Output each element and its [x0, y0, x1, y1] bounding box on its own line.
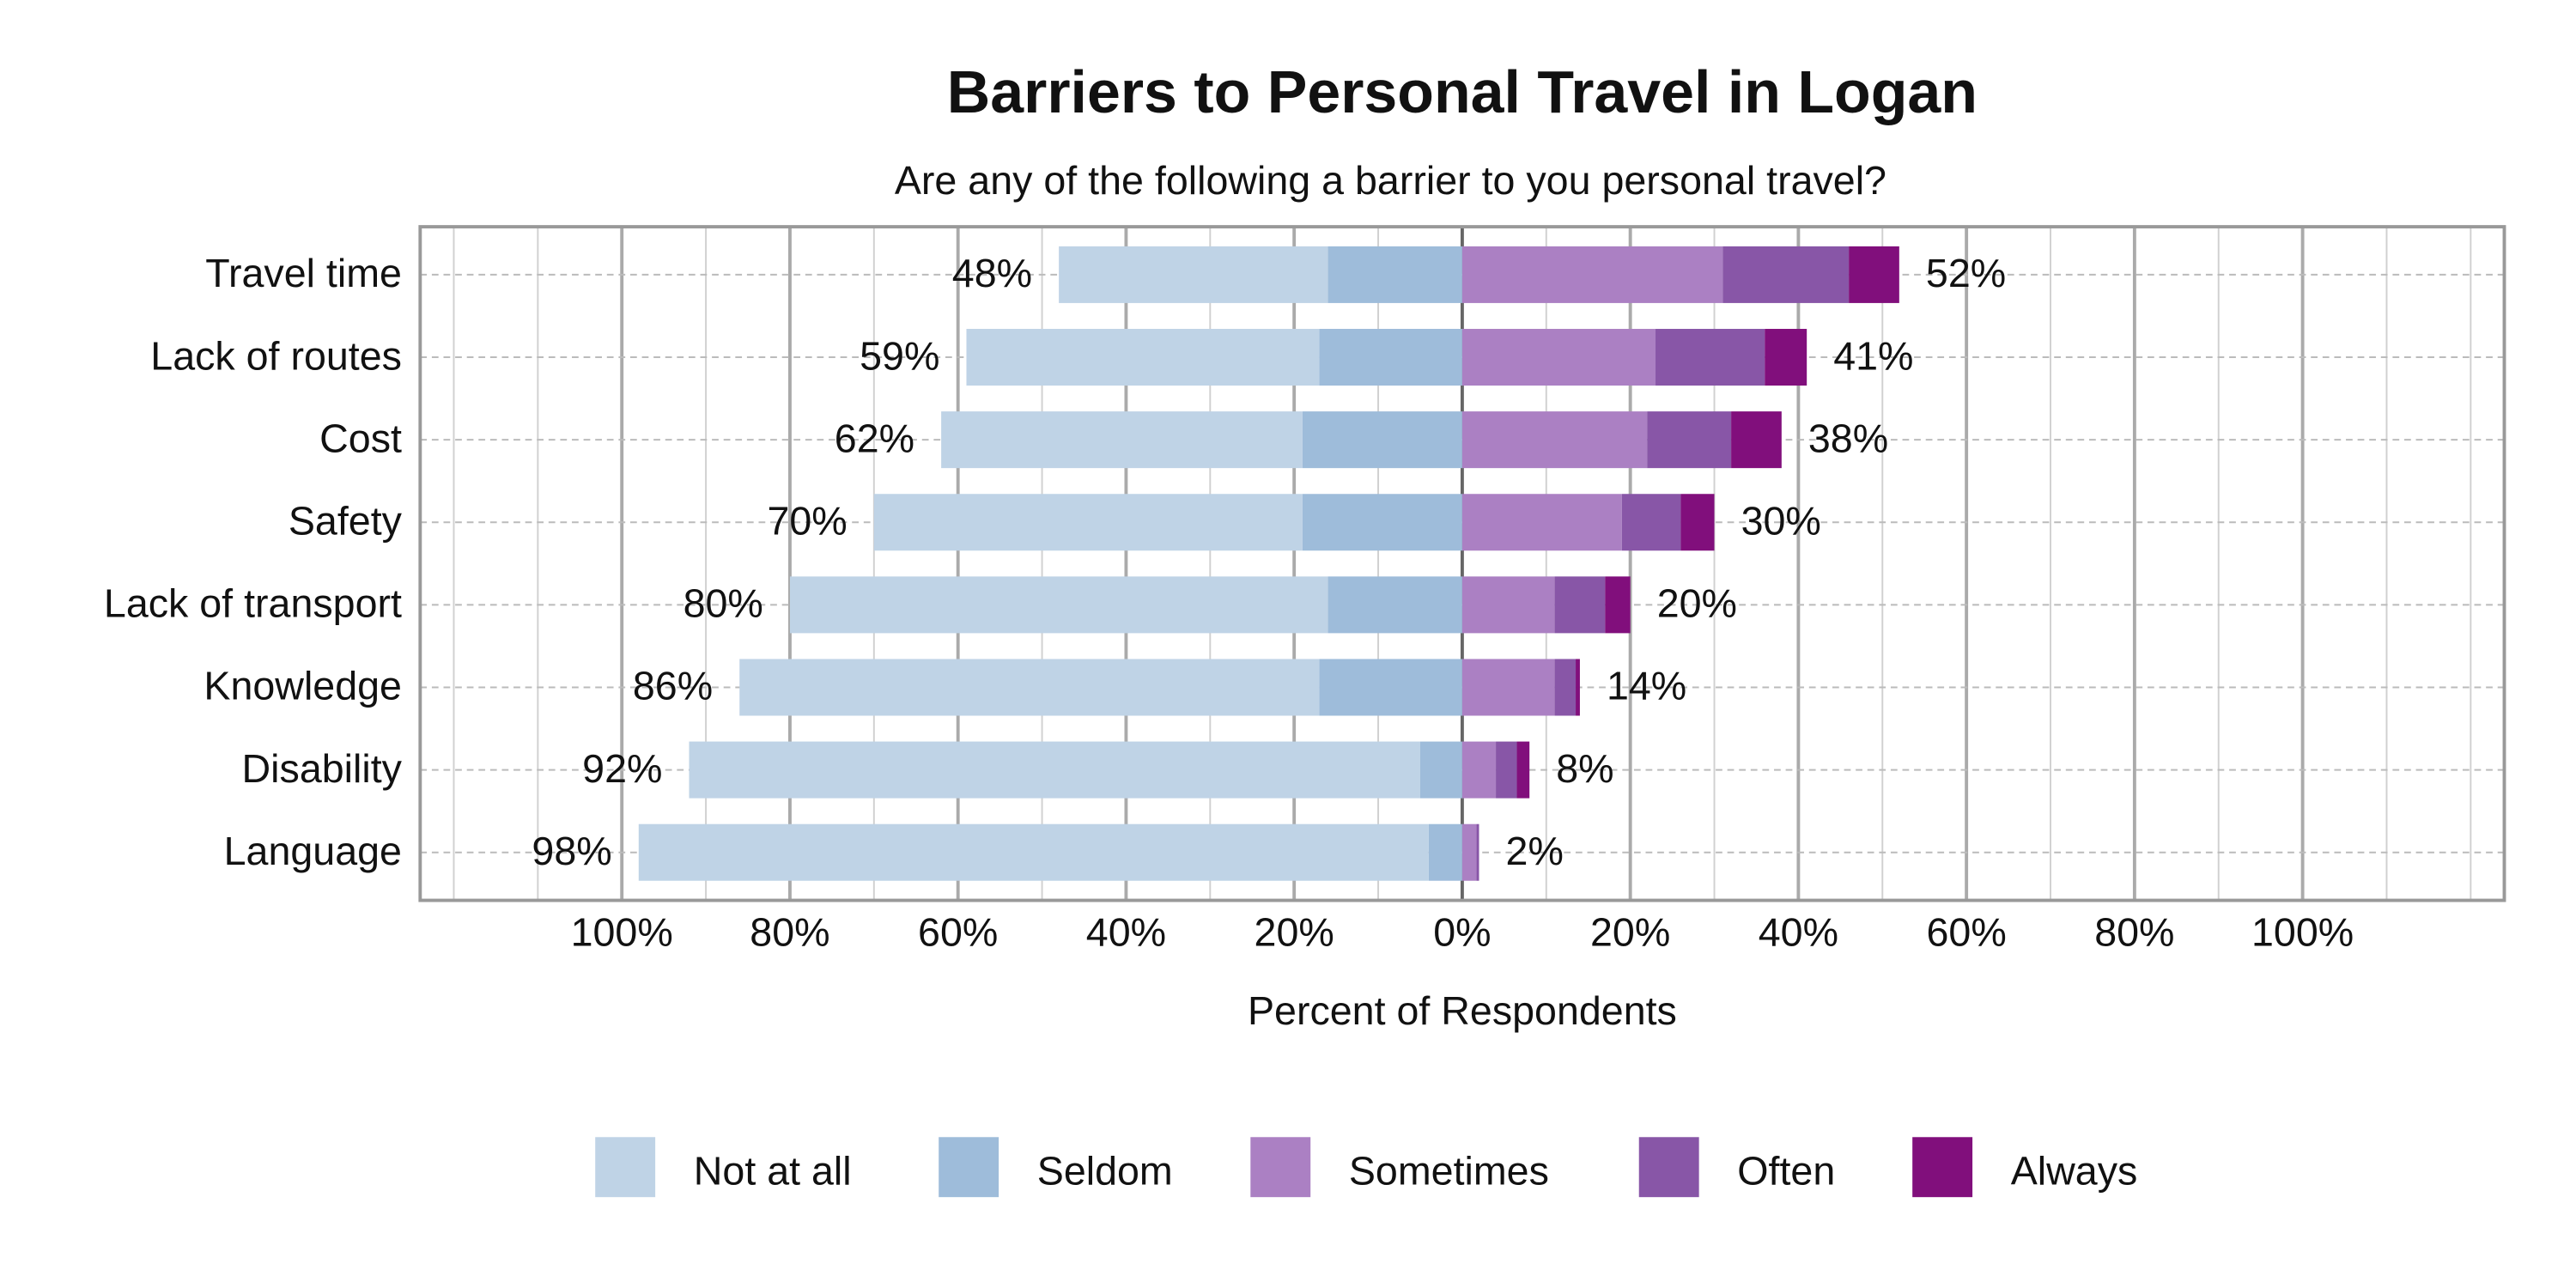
x-tick-label: 80%: [750, 910, 829, 955]
total-label: 41%: [1833, 333, 1913, 378]
bar-segment: [1516, 741, 1530, 799]
total-label: 59%: [860, 333, 939, 378]
bar-segment: [1605, 576, 1631, 634]
bar-segment: [1302, 411, 1462, 469]
bar-segment: [1554, 659, 1577, 716]
x-tick-label: 80%: [2094, 910, 2174, 955]
x-tick-label: 100%: [2251, 910, 2354, 955]
bar-segment: [1656, 329, 1765, 386]
x-tick-label: 20%: [1590, 910, 1670, 955]
total-label: 48%: [952, 251, 1032, 295]
x-axis-label: Percent of Respondents: [1248, 988, 1677, 1033]
category-label: Language: [224, 829, 402, 873]
legend-swatch: [1912, 1137, 1973, 1198]
bar-segment: [1302, 494, 1462, 551]
category-label: Knowledge: [204, 664, 402, 708]
category-label: Lack of transport: [104, 581, 402, 626]
legend-label: Often: [1737, 1148, 1835, 1193]
bar-segment: [1327, 246, 1462, 303]
bar-segment: [1647, 411, 1732, 469]
x-tick-label: 100%: [571, 910, 673, 955]
bar-segment: [1722, 246, 1850, 303]
legend-label: Seldom: [1037, 1148, 1173, 1193]
x-tick-label: 20%: [1255, 910, 1334, 955]
bar-segment: [1059, 246, 1328, 303]
bar-segment: [1419, 741, 1462, 799]
total-label: 14%: [1607, 664, 1686, 708]
bar-segment: [689, 741, 1420, 799]
total-label: 30%: [1741, 499, 1821, 544]
legend-swatch: [1638, 1137, 1699, 1198]
bar-segment: [1461, 494, 1622, 551]
x-tick-label: 40%: [1086, 910, 1166, 955]
bar-segment: [1461, 823, 1477, 881]
bar-segment: [1576, 659, 1580, 716]
bar-segment: [1461, 659, 1555, 716]
total-label: 80%: [683, 581, 763, 626]
bar-segment: [1461, 576, 1555, 634]
total-label: 98%: [532, 829, 611, 873]
bar-segment: [1319, 329, 1462, 386]
total-label: 62%: [835, 416, 914, 460]
legend-label: Not at all: [694, 1148, 852, 1193]
bar-segment: [1461, 329, 1656, 386]
x-tick-label: 60%: [1927, 910, 2007, 955]
bar-segment: [1765, 329, 1807, 386]
bar-segment: [941, 411, 1303, 469]
bar-segment: [873, 494, 1303, 551]
chart-title: Barriers to Personal Travel in Logan: [947, 58, 1978, 125]
bar-segment: [638, 823, 1429, 881]
legend-swatch: [939, 1137, 999, 1198]
bar-segment: [1327, 576, 1462, 634]
bar-segment: [1621, 494, 1681, 551]
x-tick-label: 0%: [1433, 910, 1491, 955]
category-label: Travel time: [205, 251, 402, 295]
plot-border: [418, 225, 2506, 902]
total-label: 2%: [1506, 829, 1564, 873]
legend-label: Always: [2011, 1148, 2138, 1193]
legend-swatch: [595, 1137, 656, 1198]
bar-segment: [1849, 246, 1899, 303]
bar-segment: [1461, 411, 1648, 469]
total-label: 38%: [1808, 416, 1888, 460]
bar-segment: [1680, 494, 1715, 551]
bar-segment: [1476, 823, 1479, 881]
total-label: 70%: [767, 499, 847, 544]
bar-segment: [1731, 411, 1782, 469]
bar-segment: [1461, 246, 1723, 303]
total-label: 52%: [1926, 251, 2006, 295]
bar-segment: [1554, 576, 1606, 634]
category-label: Safety: [289, 499, 403, 544]
bar-segment: [789, 576, 1328, 634]
legend-label: Sometimes: [1349, 1148, 1549, 1193]
bar-segment: [1461, 741, 1497, 799]
total-label: 20%: [1657, 581, 1737, 626]
bar-segment: [1428, 823, 1462, 881]
category-label: Lack of routes: [150, 333, 402, 378]
category-label: Disability: [242, 746, 403, 791]
x-tick-label: 40%: [1759, 910, 1838, 955]
total-label: 92%: [582, 746, 662, 791]
total-label: 8%: [1556, 746, 1613, 791]
chart-subtitle: Are any of the following a barrier to yo…: [895, 158, 1886, 203]
category-label: Cost: [319, 416, 402, 460]
bar-segment: [1496, 741, 1517, 799]
total-label: 86%: [633, 664, 713, 708]
bar-segment: [966, 329, 1320, 386]
x-tick-label: 60%: [918, 910, 998, 955]
bar-segment: [739, 659, 1320, 716]
bar-segment: [1319, 659, 1462, 716]
legend-swatch: [1250, 1137, 1311, 1198]
